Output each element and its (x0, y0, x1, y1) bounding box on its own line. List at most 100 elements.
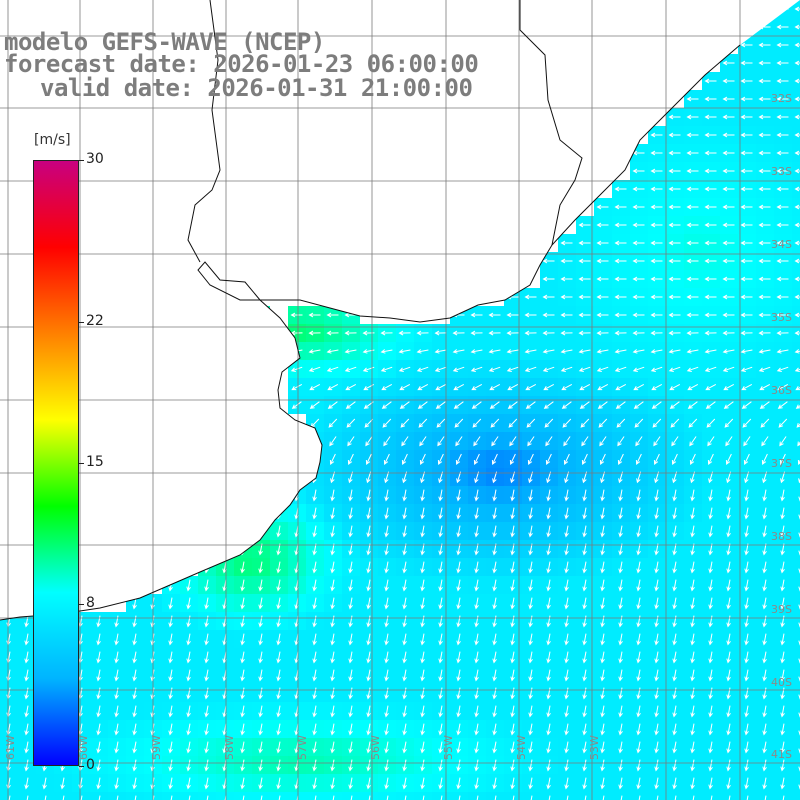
wind-arrow (744, 687, 749, 700)
wind-arrow (758, 222, 771, 228)
speed-cell (612, 792, 630, 800)
wind-arrow (776, 132, 789, 138)
wind-arrow (258, 615, 263, 628)
wind-arrow (348, 615, 353, 628)
speed-cell (396, 792, 414, 800)
wind-arrow (366, 669, 371, 682)
wind-arrow (686, 276, 699, 282)
wind-arrow (596, 294, 609, 300)
wind-arrow (420, 705, 425, 718)
wind-arrow (186, 741, 191, 754)
wind-arrow (776, 276, 789, 282)
speed-cell (792, 486, 800, 504)
wind-arrow (778, 418, 788, 428)
wind-arrow (330, 561, 335, 574)
wind-arrow (402, 597, 407, 610)
wind-arrow (636, 579, 641, 592)
wind-arrow (794, 258, 800, 264)
wind-arrow (329, 453, 336, 465)
wind-arrow (725, 453, 732, 465)
wind-arrow (528, 543, 533, 556)
wind-arrow (507, 401, 518, 409)
wind-arrow (776, 186, 789, 192)
wind-arrow (24, 633, 29, 646)
wind-arrow (776, 60, 789, 66)
wind-arrow (758, 168, 771, 174)
wind-arrow (582, 525, 587, 538)
wind-arrow (686, 168, 699, 174)
wind-arrow (242, 795, 245, 800)
wind-arrow (114, 651, 119, 664)
wind-arrow (650, 150, 663, 156)
wind-arrow (346, 418, 356, 428)
wind-arrow (686, 366, 699, 372)
wind-arrow (546, 687, 551, 700)
wind-arrow (776, 96, 789, 102)
wind-arrow (614, 312, 627, 318)
wind-arrow (634, 418, 644, 428)
wind-arrow (492, 687, 497, 700)
wind-arrow (618, 633, 623, 646)
wind-arrow (366, 615, 371, 628)
wind-arrow (708, 741, 713, 754)
wind-arrow (794, 186, 800, 192)
speed-cell (198, 792, 216, 800)
wind-arrow (560, 258, 573, 264)
wind-arrow (420, 615, 425, 628)
wind-arrow (708, 669, 713, 682)
wind-arrow (258, 669, 263, 682)
wind-arrow (348, 543, 353, 556)
wind-arrow (758, 114, 771, 120)
speed-cell (738, 792, 756, 800)
wind-arrow (546, 741, 551, 754)
wind-arrow (599, 436, 607, 447)
wind-arrow (186, 597, 191, 610)
wind-arrow (542, 312, 555, 318)
speed-cell (576, 792, 594, 800)
wind-arrow (384, 471, 390, 484)
wind-arrow (686, 186, 699, 192)
wind-arrow (636, 633, 641, 646)
wind-arrow (362, 330, 375, 336)
wind-arrow (617, 436, 625, 447)
wind-arrow (24, 687, 29, 700)
wind-arrow (456, 561, 461, 574)
wind-arrow (96, 741, 101, 754)
wind-arrow (759, 383, 771, 391)
wind-arrow (492, 543, 497, 556)
wind-arrow (276, 561, 281, 574)
wind-arrow (348, 561, 353, 574)
wind-arrow (632, 366, 645, 372)
wind-arrow (740, 258, 753, 264)
wind-arrow (168, 633, 173, 646)
wind-arrow (402, 561, 407, 574)
wind-arrow (330, 759, 335, 772)
wind-arrow (204, 597, 209, 610)
wind-arrow (366, 543, 371, 556)
wind-arrow (686, 132, 699, 138)
wind-arrow (744, 651, 749, 664)
wind-arrow (704, 114, 717, 120)
wind-arrow (474, 615, 479, 628)
wind-arrow (291, 401, 302, 409)
wind-arrow (384, 687, 389, 700)
wind-arrow (618, 471, 624, 484)
wind-arrow (492, 615, 497, 628)
wind-arrow (438, 651, 443, 664)
wind-arrow (398, 330, 411, 336)
wind-arrow (776, 258, 789, 264)
wind-arrow (582, 543, 587, 556)
wind-arrow (312, 615, 317, 628)
wind-arrow (708, 615, 713, 628)
wind-arrow (132, 651, 137, 664)
wind-arrow (722, 150, 735, 156)
wind-arrow (794, 132, 800, 138)
wind-arrow (96, 651, 101, 664)
wind-arrow (366, 759, 371, 772)
wind-arrow (578, 312, 591, 318)
wind-arrow (618, 669, 623, 682)
wind-arrow (762, 471, 768, 484)
